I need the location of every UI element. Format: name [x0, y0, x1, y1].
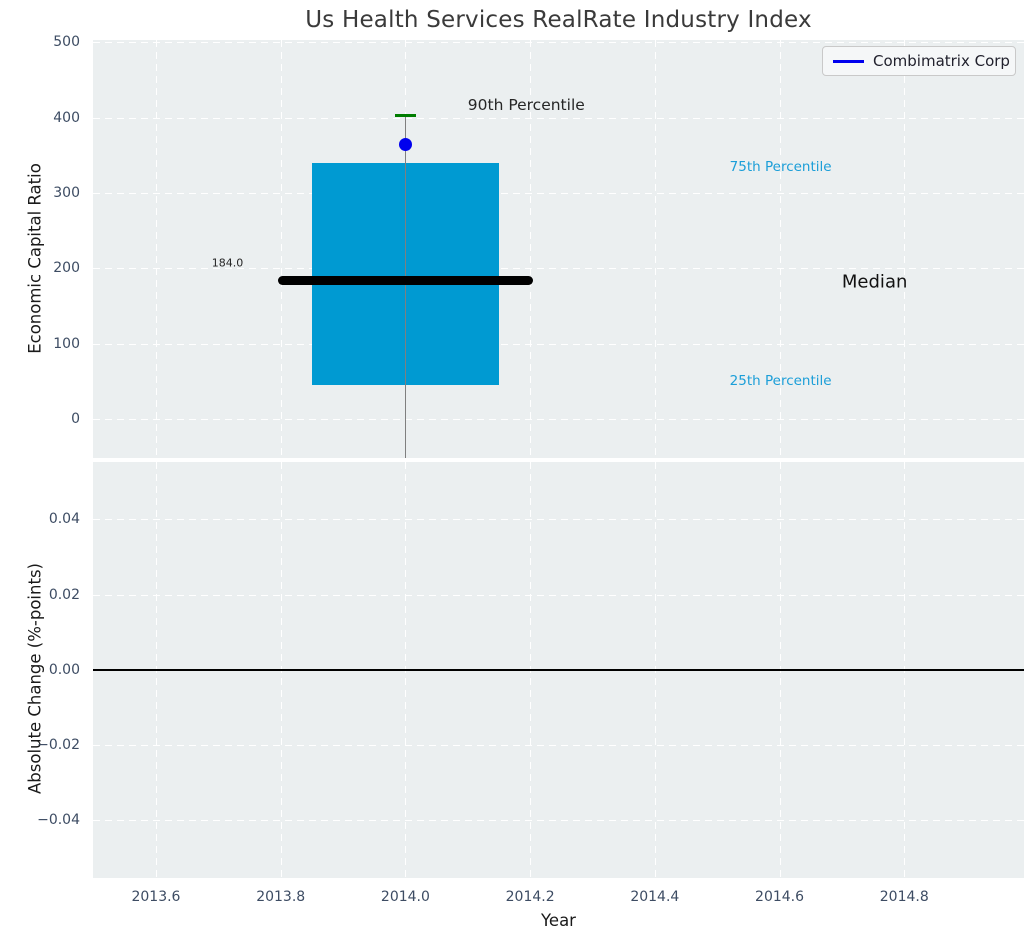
annotation-median: Median: [841, 271, 908, 293]
y-tick-label-bottom: 0.02: [48, 586, 80, 603]
gridline-horizontal-top: [93, 418, 1024, 420]
chart-title: Us Health Services RealRate Industry Ind…: [305, 7, 812, 33]
boxplot-90th-percentile-cap: [394, 113, 416, 118]
gridline-vertical-top: [654, 40, 656, 458]
y-tick-label-top: 0: [71, 410, 80, 427]
legend-line-sample: [833, 59, 864, 63]
gridline-horizontal-bottom: [93, 594, 1024, 596]
x-axis-label: Year: [541, 911, 576, 930]
y-tick-label-bottom: 0.00: [48, 661, 80, 678]
gridline-horizontal-bottom: [93, 745, 1024, 747]
bottom-y-axis-label: Absolute Change (%-points): [25, 563, 45, 794]
annotation-25th-percentile: 25th Percentile: [729, 373, 832, 390]
legend: Combimatrix Corp: [822, 46, 1016, 76]
y-tick-label-top: 100: [53, 335, 80, 352]
gridline-horizontal-top: [93, 343, 1024, 345]
boxplot-median-line: [277, 275, 534, 285]
gridline-vertical-top: [280, 40, 282, 458]
gridline-vertical-top: [530, 40, 532, 458]
y-tick-label-bottom: 0.04: [48, 511, 80, 528]
annotation-90th-percentile: 90th Percentile: [467, 95, 585, 114]
y-tick-label-bottom: −0.02: [37, 737, 80, 754]
y-tick-label-top: 400: [53, 109, 80, 126]
gridline-horizontal-bottom: [93, 820, 1024, 822]
x-tick-label: 2013.8: [256, 889, 306, 905]
x-tick-label: 2014.6: [755, 889, 805, 905]
y-tick-label-bottom: −0.04: [37, 812, 80, 829]
x-tick-label: 2014.0: [380, 889, 430, 905]
gridline-vertical-top: [155, 40, 157, 458]
x-tick-label: 2013.6: [131, 889, 181, 905]
boxplot-whisker-line: [404, 115, 407, 458]
gridline-horizontal-top: [93, 268, 1024, 270]
y-tick-label-top: 500: [53, 34, 80, 51]
annotation-75th-percentile: 75th Percentile: [729, 159, 832, 176]
y-tick-label-top: 300: [53, 184, 80, 201]
x-tick-label: 2014.4: [630, 889, 680, 905]
gridline-horizontal-top: [93, 117, 1024, 119]
top-axes-panel: [93, 40, 1024, 458]
annotation-184-0: 184.0: [211, 256, 244, 270]
legend-label: Combimatrix Corp: [873, 52, 1010, 70]
gridline-vertical-top: [779, 40, 781, 458]
x-tick-label: 2014.2: [505, 889, 555, 905]
gridline-vertical-top: [904, 40, 906, 458]
zero-line: [93, 669, 1024, 671]
gridline-horizontal-top: [93, 192, 1024, 194]
gridline-horizontal-top: [93, 42, 1024, 44]
y-tick-label-top: 200: [53, 260, 80, 277]
gridline-horizontal-bottom: [93, 519, 1024, 521]
x-tick-label: 2014.8: [879, 889, 929, 905]
company-marker-dot: [398, 138, 412, 152]
